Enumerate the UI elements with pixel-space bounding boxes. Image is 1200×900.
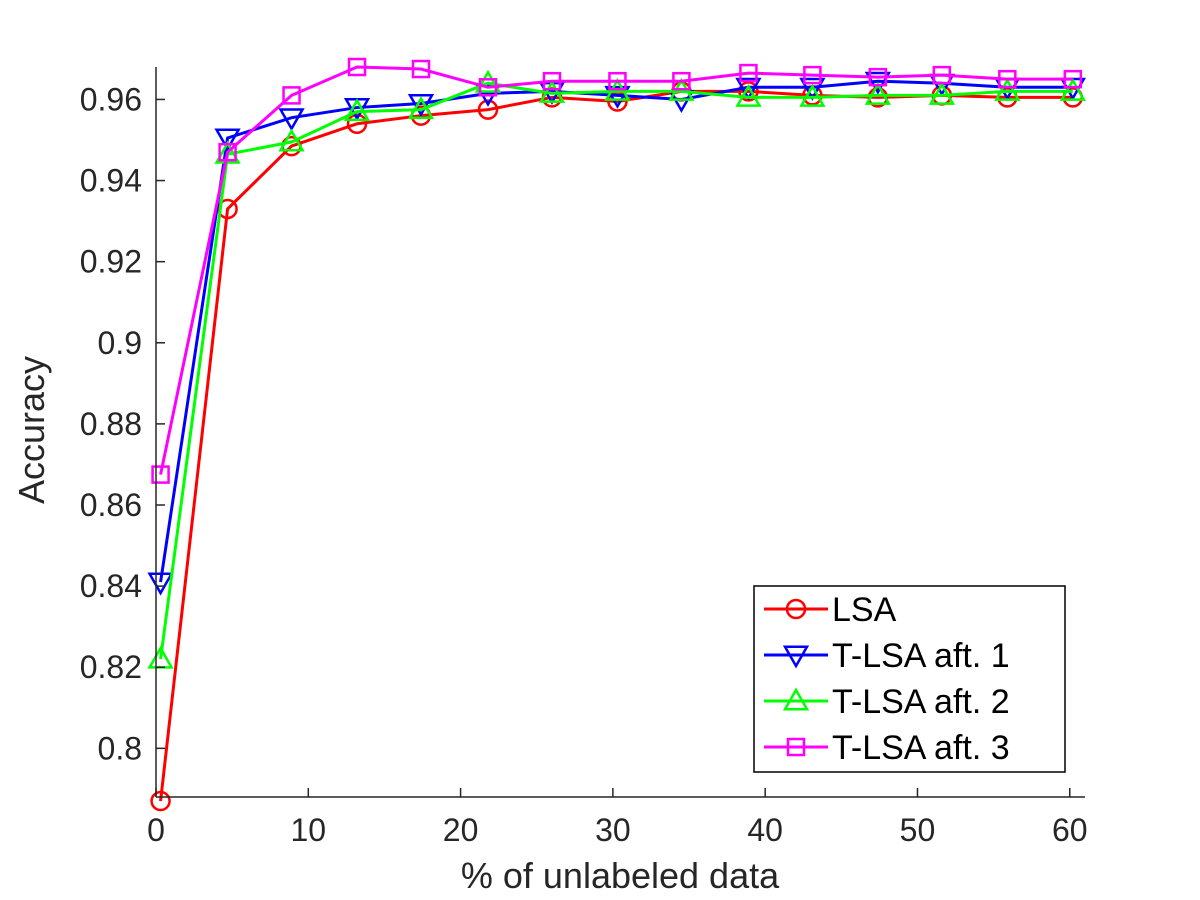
- y-tick-label: 0.84: [80, 568, 142, 604]
- data-point-s3-10: [735, 83, 762, 107]
- data-point-s4-12: [868, 67, 888, 87]
- y-tick-label: 0.8: [98, 730, 142, 766]
- data-point-s1-2: [217, 198, 238, 220]
- data-point-s2-8: [604, 85, 631, 109]
- data-point-s4-10: [739, 63, 758, 83]
- x-tick-label: 60: [1052, 812, 1088, 848]
- data-point-s4-13: [932, 65, 952, 85]
- x-tick-label: 10: [290, 812, 326, 848]
- x-tick-label: 0: [147, 812, 165, 848]
- legend-box: [753, 585, 1066, 773]
- data-point-s1-12: [867, 87, 889, 108]
- data-point-s3-4: [343, 98, 371, 122]
- data-point-s4-11: [803, 65, 822, 85]
- data-point-s3-7: [538, 79, 566, 103]
- y-tick-label: 0.82: [80, 649, 142, 685]
- x-tick-label: 40: [747, 812, 783, 848]
- y-tick-label: 0.94: [80, 163, 142, 199]
- legend-marker: [782, 687, 810, 711]
- y-tick-label: 0.96: [80, 81, 142, 117]
- data-point-s1-4: [346, 113, 368, 135]
- data-point-s2-5: [407, 94, 435, 118]
- data-point-s1-1: [150, 790, 171, 812]
- data-point-s4-5: [411, 59, 431, 79]
- y-axis-label: Accuracy: [11, 356, 52, 504]
- data-point-s4-9: [672, 71, 691, 91]
- axes-group: 0 10 20 30 40 50 60 0.8 0.82 0.84 0.86 0.88 0.9 0.92 0…: [80, 67, 1088, 848]
- legend: LSA T-LSA aft. 1 T-LSA aft. 2 T-LSA aft. 3: [753, 585, 1066, 773]
- data-point-s4-7: [542, 71, 562, 91]
- legend-marker: [782, 645, 810, 669]
- data-point-s2-11: [799, 77, 826, 101]
- x-tick-label: 20: [443, 812, 479, 848]
- series-line-3: [159, 81, 1073, 660]
- legend-label: T-LSA aft. 1: [832, 637, 1010, 675]
- data-point-s4-6: [478, 78, 498, 97]
- data-point-s3-5: [407, 96, 435, 120]
- data-point-s3-6: [474, 69, 502, 93]
- data-point-s2-3: [278, 108, 305, 132]
- data-point-s3-14: [994, 77, 1021, 101]
- data-point-s1-6: [477, 99, 499, 120]
- legend-marker: [786, 737, 806, 757]
- data-point-s3-3: [278, 128, 305, 152]
- legend-label: LSA: [832, 591, 897, 629]
- y-tick-label: 0.86: [80, 487, 142, 523]
- data-point-s3-11: [799, 83, 826, 107]
- x-tick-label: 50: [900, 812, 936, 848]
- y-tick-label: 0.88: [80, 406, 142, 442]
- plot-series-group: [147, 57, 1086, 812]
- x-tick-label: 30: [595, 812, 631, 848]
- data-point-s2-2: [214, 128, 241, 152]
- data-point-s4-2: [218, 142, 237, 162]
- data-point-s2-12: [864, 71, 892, 95]
- series-line-4: [159, 65, 1073, 475]
- data-point-s4-15: [1063, 69, 1083, 89]
- y-tick-label: 0.92: [80, 244, 142, 280]
- data-point-s4-8: [608, 71, 627, 91]
- data-point-s4-1: [151, 465, 170, 484]
- data-point-s2-1: [147, 572, 174, 596]
- data-point-s3-15: [1059, 77, 1086, 101]
- data-point-s2-10: [735, 77, 762, 101]
- legend-marker: [785, 598, 807, 620]
- legend-label: T-LSA aft. 2: [832, 683, 1010, 721]
- series-line-2: [159, 79, 1073, 583]
- data-point-s4-14: [998, 69, 1017, 89]
- legend-label: T-LSA aft. 3: [832, 729, 1010, 767]
- data-point-s3-13: [928, 81, 955, 105]
- data-point-s4-4: [347, 57, 367, 77]
- y-tick-label: 0.9: [98, 325, 142, 361]
- data-point-s3-12: [864, 81, 892, 105]
- data-point-s4-3: [282, 86, 301, 105]
- data-point-s3-2: [214, 140, 241, 164]
- x-axis-label: % of unlabeled data: [461, 855, 780, 896]
